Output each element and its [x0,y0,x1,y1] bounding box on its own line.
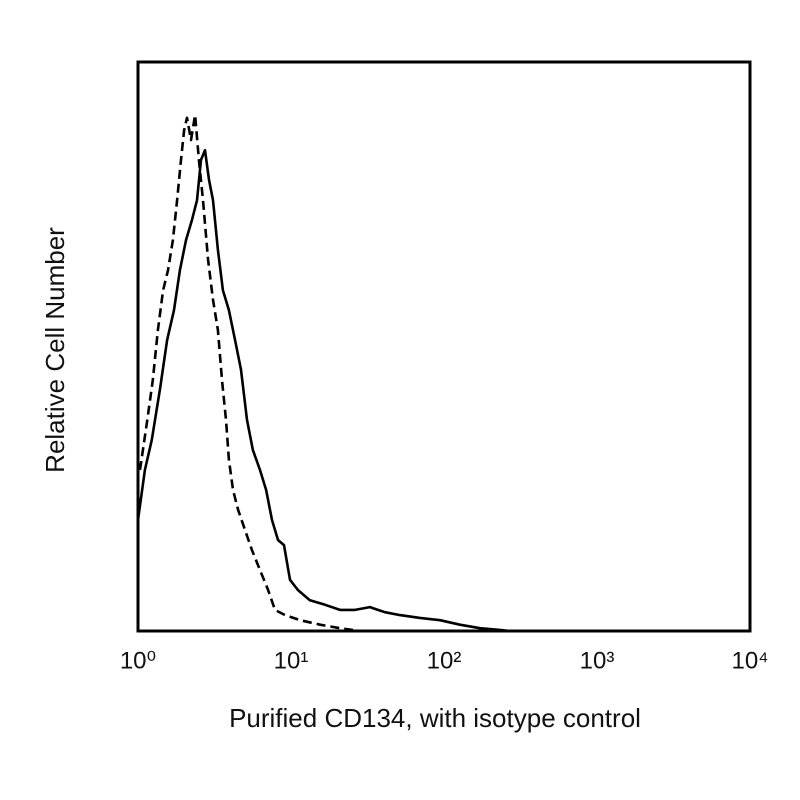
x-tick-label: 10³ [580,647,615,674]
y-axis-label: Relative Cell Number [40,227,70,473]
histogram-line [136,148,511,633]
x-tick-label: 10⁴ [731,647,768,674]
x-tick-label: 10² [427,647,462,674]
x-tick-label: 10⁰ [120,647,156,674]
x-axis-label: Purified CD134, with isotype control [229,703,641,733]
histogram-line [138,113,361,633]
plot-frame [136,60,752,633]
x-tick-label: 10¹ [274,647,309,674]
